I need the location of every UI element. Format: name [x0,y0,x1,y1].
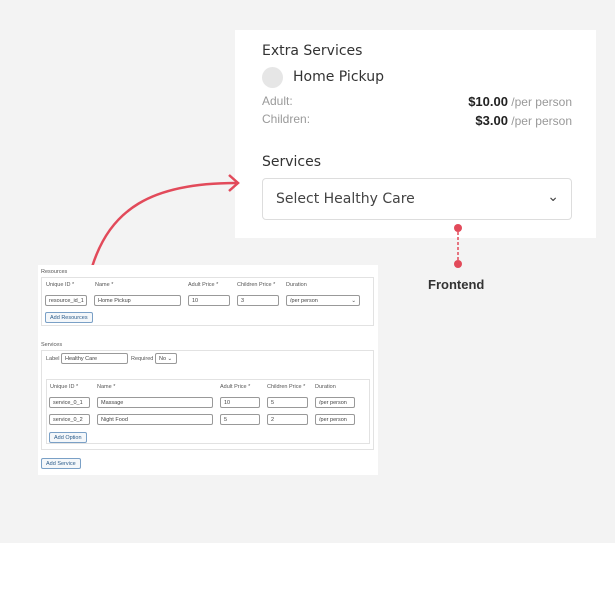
col-header: Duration [286,282,307,288]
option-adult-input[interactable]: 10 [220,397,260,408]
frontend-card: Extra Services Home Pickup Adult: $10.00… [235,30,596,238]
col-header: Children Price * [237,282,276,288]
connector-dot-bottom [454,260,462,268]
frontend-caption: Frontend [428,277,485,292]
col-header: Children Price * [267,384,306,390]
resources-title: Resources [41,269,68,275]
services-title: Services [41,342,63,348]
col-header: Duration [315,384,336,390]
col-header: Adult Price * [220,384,251,390]
col-header: Name * [97,384,116,390]
resource-adult-input[interactable]: 10 [188,295,230,306]
admin-panel: Resources Unique ID * Name * Adult Price… [38,265,378,475]
resource-name-input[interactable]: Home Pickup [94,295,181,306]
resources-box [41,277,374,326]
option-duration-select[interactable]: /per person [315,414,355,425]
option-children-input[interactable]: 2 [267,414,308,425]
resource-children-input[interactable]: 3 [237,295,279,306]
checkbox-circle[interactable] [262,67,283,88]
options-box [46,379,370,444]
col-header: Unique ID * [50,384,79,390]
service-name: Home Pickup [293,69,384,85]
connector-dot-top [454,224,462,232]
option-name-input[interactable]: Massage [97,397,213,408]
extra-services-title: Extra Services [262,43,363,59]
resource-id-input[interactable]: resource_id_1 [45,295,87,306]
col-header: Adult Price * [188,282,219,288]
add-option-button[interactable]: Add Option [49,432,87,443]
service-box [41,350,374,450]
option-id-input[interactable]: service_0_1 [49,397,90,408]
children-label: Children: [262,112,311,126]
services-title: Services [262,154,322,170]
option-adult-input[interactable]: 5 [220,414,260,425]
service-label-input[interactable]: Healthy Care [61,353,128,364]
option-duration-select[interactable]: /per person [315,397,355,408]
col-header: Name * [95,282,114,288]
services-select[interactable]: Select Healthy Care ⌄ [262,178,572,220]
chevron-down-icon: ⌄ [547,189,559,205]
resource-duration-select[interactable]: /per person ⌄ [286,295,360,306]
add-service-button[interactable]: Add Service [41,458,81,469]
required-label: Required [131,356,154,362]
option-children-input[interactable]: 5 [267,397,308,408]
col-header: Unique ID * [46,282,75,288]
option-name-input[interactable]: Night Food [97,414,213,425]
required-select[interactable]: No ⌄ [155,353,177,364]
arrow-head [228,174,240,192]
label-label: Label * [46,356,64,362]
children-price: $3.00 /per person [475,113,572,128]
adult-label: Adult: [262,94,293,108]
add-resources-button[interactable]: Add Resources [45,312,93,323]
adult-price: $10.00 /per person [468,94,572,109]
option-id-input[interactable]: service_0_2 [49,414,90,425]
arrow-curve [90,181,237,268]
